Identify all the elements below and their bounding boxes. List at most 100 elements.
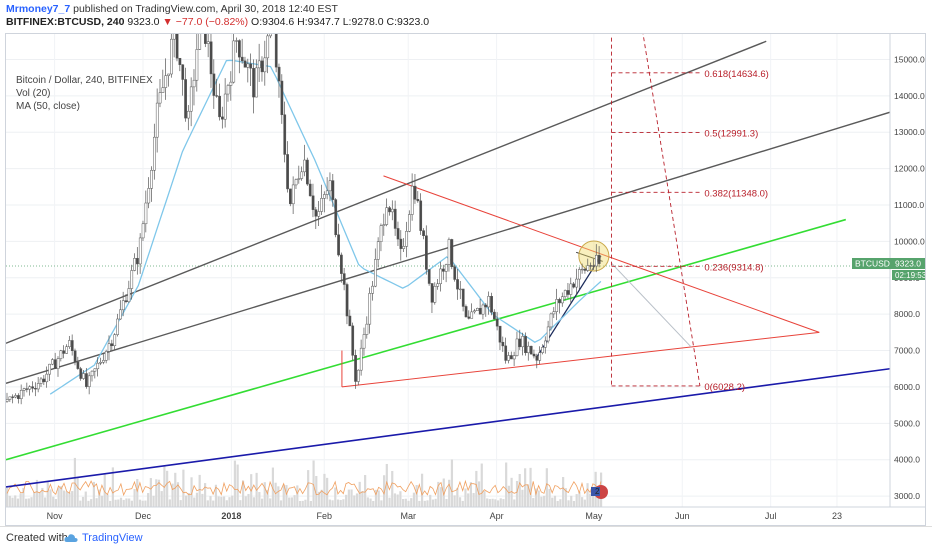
candle-body <box>175 19 179 59</box>
x-tick-label: May <box>585 511 603 521</box>
volume-bar <box>279 500 283 507</box>
candle-body <box>269 24 272 37</box>
volume-bar <box>307 470 310 507</box>
volume-bar <box>285 485 288 507</box>
candle-body <box>164 75 168 88</box>
volume-bar <box>43 497 47 507</box>
volume-bar <box>420 473 424 507</box>
candle-body <box>70 340 74 351</box>
candle-body <box>563 290 567 297</box>
volume-bar <box>90 499 93 507</box>
volume-bar <box>383 475 386 507</box>
volume-bar <box>103 473 106 507</box>
candle-body <box>31 386 34 389</box>
candle-body <box>252 67 255 98</box>
author-link[interactable]: Mrmoney7_7 <box>6 3 71 15</box>
volume-bar <box>458 497 462 507</box>
time-axis[interactable]: Nov Dec 2018 Feb Mar Apr May Jun Jul 23 <box>6 506 925 521</box>
candle-body <box>308 183 312 197</box>
candle-body <box>586 265 590 271</box>
candle-body <box>575 278 578 288</box>
volume-bar <box>597 497 600 507</box>
volume-bar <box>16 498 20 507</box>
volume-bar <box>225 500 228 507</box>
triangle-upper <box>383 175 820 333</box>
candle-body <box>597 255 601 264</box>
volume-bar <box>524 468 527 507</box>
volume-bar <box>364 475 367 507</box>
volume-bar <box>401 499 405 507</box>
chart-legend: Bitcoin / Dollar, 240, BITFINEX Vol (20)… <box>16 74 153 113</box>
candle-body <box>235 40 238 42</box>
candle-body <box>379 225 383 242</box>
candle-body <box>456 279 459 290</box>
candle-body <box>535 355 539 361</box>
candle-body <box>198 9 202 50</box>
volume-bar <box>271 467 275 507</box>
volume-bar <box>323 473 326 507</box>
candle-body <box>592 265 595 267</box>
tradingview-link[interactable]: TradingView <box>82 532 143 544</box>
volume-bar <box>491 498 494 507</box>
volume-bar <box>334 487 337 507</box>
ohlc-values: O:9304.6 H:9347.7 L:9278.0 C:9323.0 <box>251 16 430 28</box>
candle-body <box>385 207 389 225</box>
candle-body <box>399 238 403 249</box>
volume-bar <box>461 500 464 507</box>
volume-bar <box>404 498 407 507</box>
volume-bar <box>301 500 304 507</box>
candle-body <box>529 345 533 355</box>
y-tick-label: 7000.0 <box>894 346 920 356</box>
volume-bar <box>62 490 66 507</box>
candle-body <box>368 293 372 325</box>
candle-body <box>5 399 9 402</box>
volume-bar <box>41 487 44 507</box>
volume-bar <box>578 491 581 507</box>
volume-bar <box>581 497 584 507</box>
candle-body <box>215 95 219 97</box>
volume-bar <box>269 498 272 507</box>
volume-bar <box>559 499 562 507</box>
volume-bar <box>377 490 380 507</box>
chart-area[interactable]: 0.618(14634.6) 0.5(12991.3) 0.382(11348.0)… <box>5 0 927 526</box>
volume-bar <box>331 500 334 507</box>
candle-body <box>178 57 182 65</box>
candle-body <box>195 49 199 81</box>
volume-bar <box>361 491 364 507</box>
candle-body <box>138 237 142 265</box>
candle-body <box>524 336 527 354</box>
candle-body <box>425 235 428 270</box>
volume-bar <box>453 495 456 507</box>
volume-bar <box>125 498 128 507</box>
volume-bar <box>179 500 182 507</box>
y-tick-label: 12000.0 <box>894 164 925 174</box>
volume-bar <box>209 496 212 507</box>
price-chart-svg: 0.618(14634.6) 0.5(12991.3) 0.382(11348.0)… <box>5 0 927 521</box>
volume-bar <box>241 480 245 507</box>
candle-body <box>14 395 17 398</box>
volume-bar <box>317 491 321 507</box>
volume-bar <box>513 499 516 507</box>
volume-bar <box>543 495 546 507</box>
event-badge[interactable]: 2 <box>591 485 608 499</box>
y-tick-label: 11000.0 <box>894 200 924 210</box>
volume-bar <box>551 497 554 507</box>
event-badge-square <box>591 487 600 496</box>
candle-body <box>408 214 411 232</box>
volume-bar <box>195 492 199 507</box>
candle-body <box>144 202 148 225</box>
candle-body <box>589 265 593 267</box>
trend-lines <box>5 30 891 488</box>
volume-bar <box>475 470 478 507</box>
volume-bar <box>374 489 378 507</box>
candle-body <box>294 179 298 186</box>
candle-body <box>476 308 479 311</box>
candle-body <box>133 258 136 271</box>
volume-bar <box>46 481 49 507</box>
candle-body <box>317 211 321 217</box>
price-tag-bg <box>852 258 892 269</box>
candle-body <box>300 171 304 179</box>
candle-body <box>249 63 253 69</box>
candle-body <box>192 79 196 88</box>
volume-bar <box>201 493 204 507</box>
